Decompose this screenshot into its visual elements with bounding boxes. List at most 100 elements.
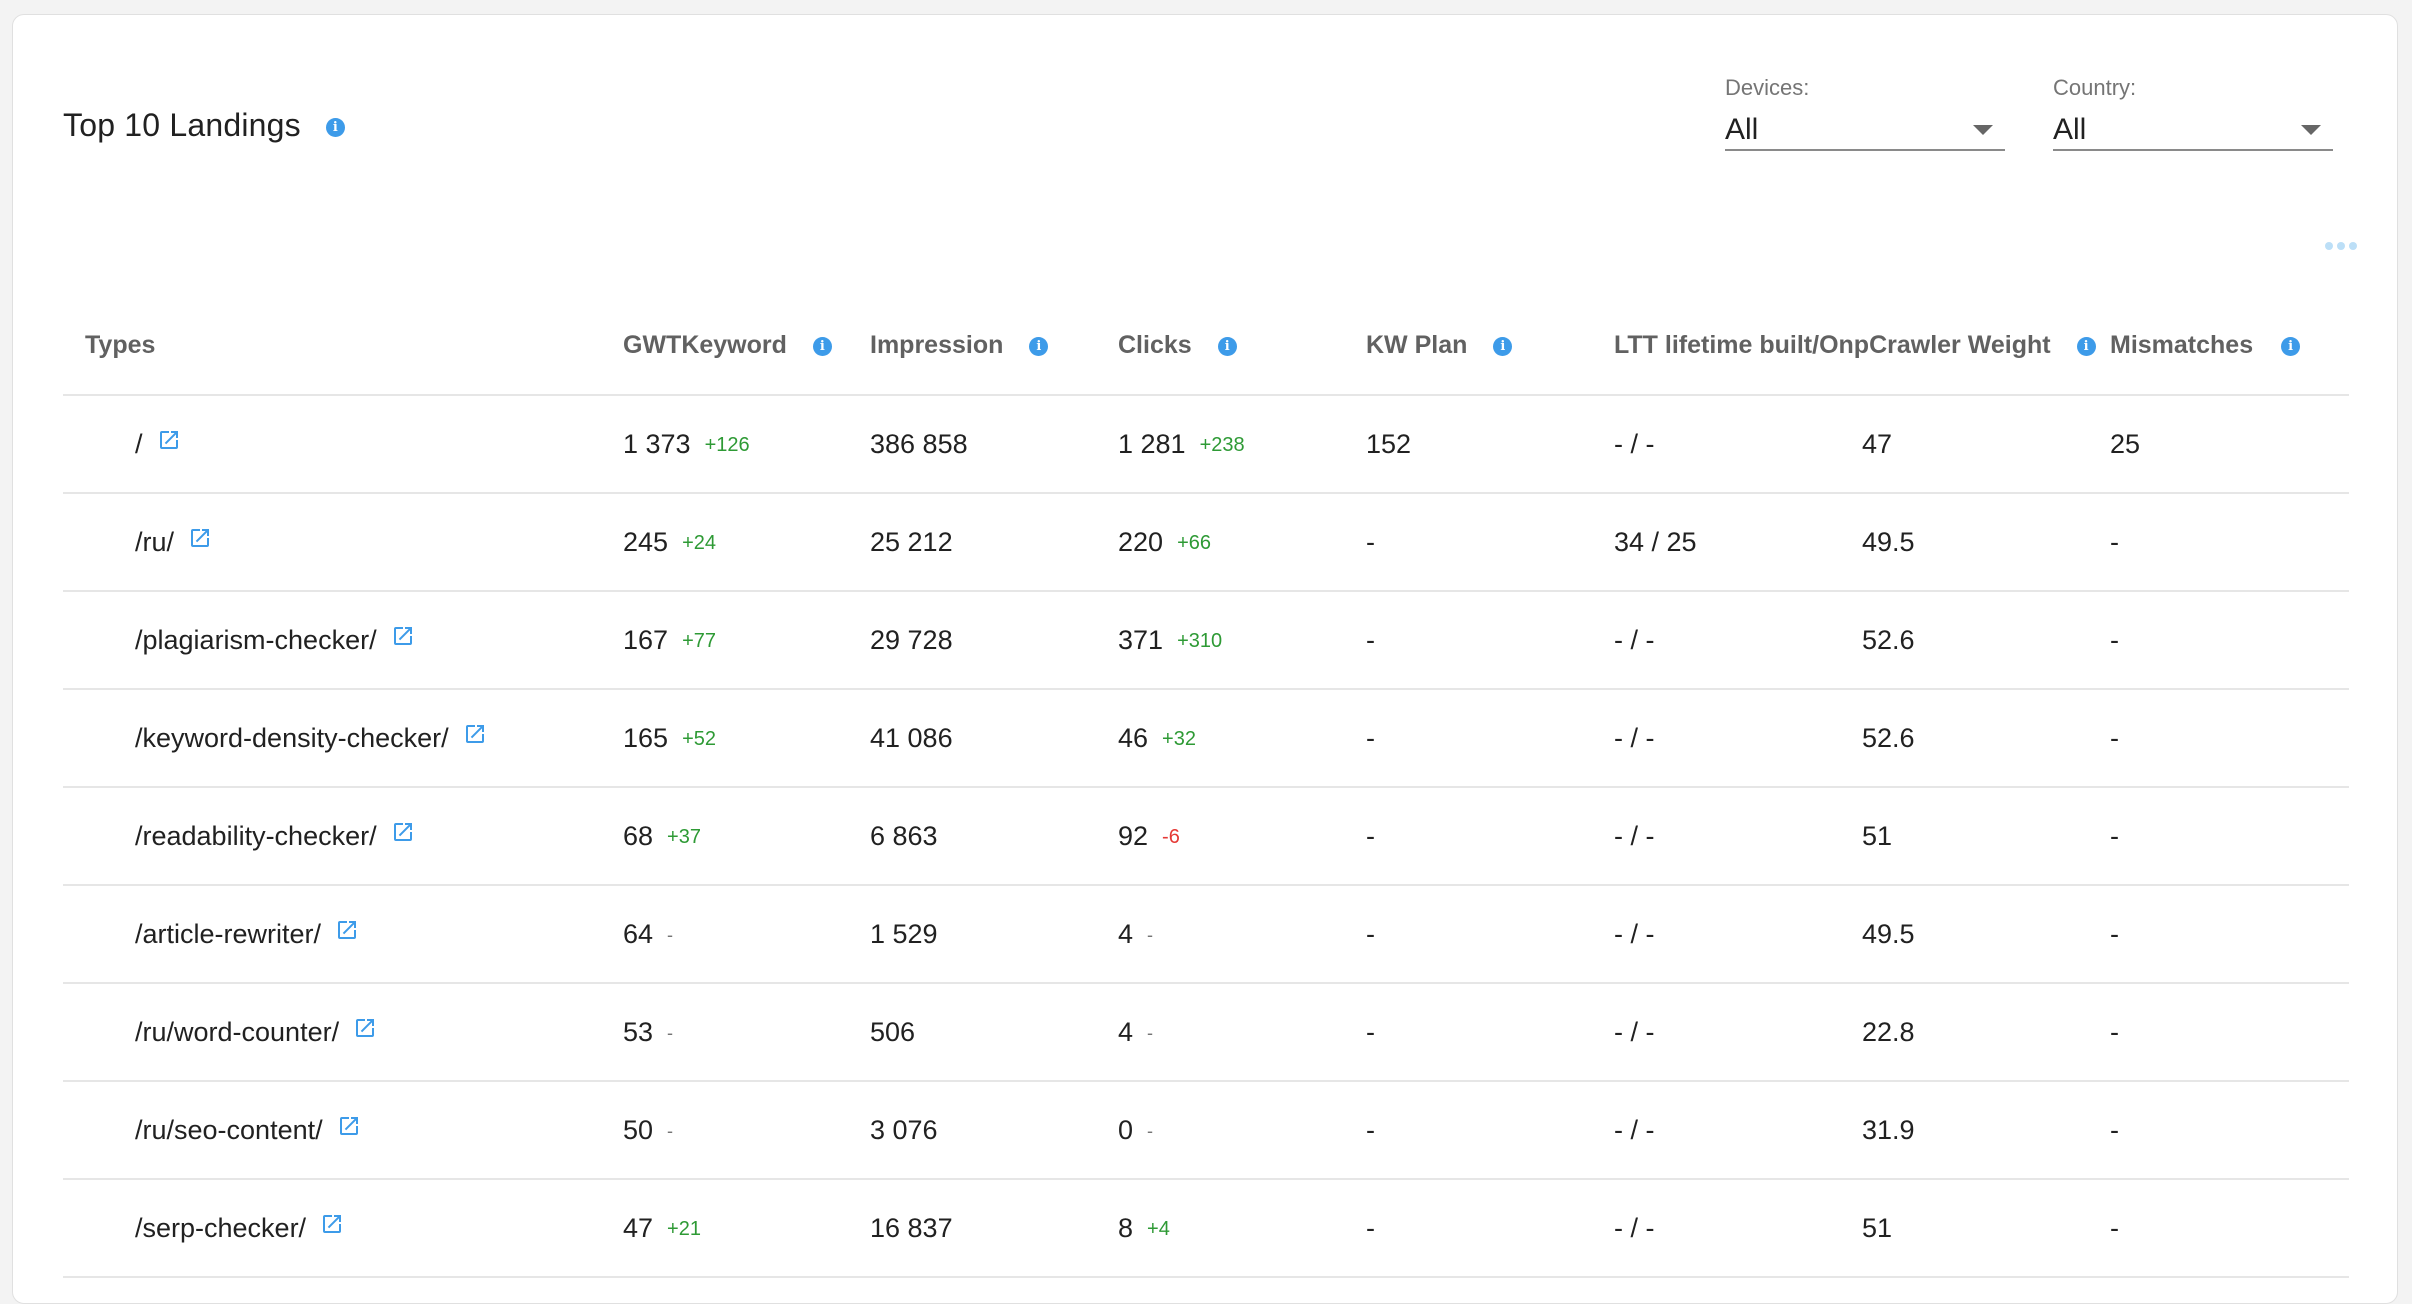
ltt-lifetime-value: - / - [1614, 722, 1655, 753]
clicks-value: 0 [1118, 1114, 1134, 1145]
ltt-lifetime-value: - / - [1614, 1212, 1655, 1243]
mismatches-value: - [2110, 820, 2119, 851]
info-icon[interactable]: i [1493, 337, 1513, 356]
info-icon[interactable]: i [812, 337, 832, 356]
onpcrawler-weight-cell: 47 [1862, 396, 1892, 492]
onpcrawler-weight-cell: 51 [1862, 788, 1892, 884]
kw-plan-value: 152 [1366, 428, 1412, 459]
column-header-types[interactable]: Types [85, 331, 156, 359]
devices-select[interactable]: All [1725, 103, 2005, 151]
external-link-icon[interactable] [188, 526, 212, 550]
external-link-icon[interactable] [320, 1212, 344, 1236]
onpcrawler-weight-cell: 51 [1862, 1180, 1892, 1276]
info-icon[interactable]: i [325, 118, 345, 137]
clicks-value: 4 [1118, 1016, 1134, 1047]
kw-plan-cell: - [1366, 886, 1375, 982]
mismatches-cell: 25 [2110, 396, 2140, 492]
gwt-keyword-value: 1 373 [623, 428, 691, 459]
impression-cell: 6 863 [870, 788, 938, 884]
onpcrawler-weight-value: 31.9 [1862, 1114, 1915, 1145]
landing-url-cell: /ru/word-counter/ [135, 984, 377, 1080]
clicks-value: 46 [1118, 722, 1149, 753]
ltt-lifetime-value: - / - [1614, 820, 1655, 851]
country-select[interactable]: All [2053, 103, 2333, 151]
kw-plan-value: - [1366, 820, 1375, 851]
info-icon[interactable]: i [2076, 337, 2096, 356]
external-link-icon[interactable] [335, 918, 359, 942]
table-row: /plagiarism-checker/167 +77 29 728 371 +310 -… [63, 592, 2349, 690]
devices-selected-value: All [1725, 113, 1759, 146]
table-row: /serp-checker/47 +21 16 837 8 +4 - - / - 51 - [63, 1180, 2349, 1278]
ltt-lifetime-cell: - / - [1614, 1180, 1655, 1276]
clicks-value: 92 [1118, 820, 1149, 851]
column-header-gwtkeyword[interactable]: GWTKeyword i [623, 305, 832, 394]
gwt-keyword-delta: - [667, 1022, 674, 1043]
column-header-clicks[interactable]: Clicks i [1118, 305, 1237, 394]
external-link-icon[interactable] [157, 428, 181, 452]
onpcrawler-weight-value: 47 [1862, 428, 1893, 459]
clicks-cell: 4- [1118, 886, 1153, 982]
external-link-icon[interactable] [337, 1114, 361, 1138]
landing-url: /article-rewriter/ [135, 918, 322, 949]
more-options-button[interactable] [2325, 242, 2357, 250]
widget-title: Top 10 Landings [63, 107, 301, 143]
clicks-delta: - [1147, 924, 1154, 945]
impression-cell: 386 858 [870, 396, 968, 492]
impression-value: 386 858 [870, 428, 968, 459]
column-header-ltt-onpcrawler[interactable]: LTT lifetime built/OnpCrawler Weight i [1614, 305, 2096, 394]
ltt-lifetime-cell: - / - [1614, 592, 1655, 688]
landing-url: /keyword-density-checker/ [135, 722, 449, 753]
kw-plan-cell: - [1366, 984, 1375, 1080]
clicks-delta: +66 [1177, 531, 1211, 554]
chevron-down-icon [1973, 125, 1993, 135]
landing-url: /ru/word-counter/ [135, 1016, 340, 1047]
info-icon[interactable]: i [1029, 337, 1049, 356]
impression-cell: 25 212 [870, 494, 953, 590]
clicks-value: 371 [1118, 624, 1164, 655]
clicks-delta: - [1147, 1120, 1154, 1141]
onpcrawler-weight-value: 51 [1862, 1212, 1893, 1243]
ltt-lifetime-cell: - / - [1614, 886, 1655, 982]
column-header-mismatches[interactable]: Mismatches i [2110, 305, 2301, 394]
devices-filter: Devices: All [1725, 75, 2005, 151]
kw-plan-cell: - [1366, 690, 1375, 786]
column-header-kw-plan[interactable]: KW Plan i [1366, 305, 1513, 394]
info-icon[interactable]: i [1217, 337, 1237, 356]
column-header-impression[interactable]: Impression i [870, 305, 1049, 394]
external-link-icon[interactable] [391, 820, 415, 844]
impression-cell: 29 728 [870, 592, 953, 688]
kw-plan-cell: - [1366, 788, 1375, 884]
table-row: /ru/245 +24 25 212 220 +66 - 34 / 25 49.5 - [63, 494, 2349, 592]
mismatches-value: - [2110, 918, 2119, 949]
onpcrawler-weight-cell: 49.5 [1862, 494, 1915, 590]
mismatches-value: - [2110, 722, 2119, 753]
info-icon[interactable]: i [2281, 337, 2301, 356]
clicks-delta: +238 [1199, 433, 1245, 456]
chevron-down-icon [2301, 125, 2321, 135]
gwt-keyword-cell: 64- [623, 886, 673, 982]
kw-plan-value: - [1366, 1212, 1375, 1243]
ltt-lifetime-cell: - / - [1614, 788, 1655, 884]
ltt-lifetime-cell: 34 / 25 [1614, 494, 1697, 590]
impression-value: 6 863 [870, 820, 938, 851]
external-link-icon[interactable] [463, 722, 487, 746]
onpcrawler-weight-cell: 52.6 [1862, 690, 1915, 786]
external-link-icon[interactable] [353, 1016, 377, 1040]
mismatches-value: - [2110, 1114, 2119, 1145]
more-horizontal-icon [2325, 242, 2333, 250]
external-link-icon[interactable] [391, 624, 415, 648]
mismatches-value: - [2110, 624, 2119, 655]
gwt-keyword-cell: 245 +24 [623, 494, 716, 590]
mismatches-cell: - [2110, 690, 2119, 786]
gwt-keyword-cell: 50- [623, 1082, 673, 1178]
clicks-delta: - [1147, 1022, 1154, 1043]
ltt-lifetime-cell: - / - [1614, 396, 1655, 492]
kw-plan-value: - [1366, 918, 1375, 949]
top-landings-card: Top 10 Landings i Devices: All Country: … [12, 14, 2398, 1304]
widget-header: Top 10 Landings i [63, 107, 345, 144]
landing-url-cell: /ru/seo-content/ [135, 1082, 361, 1178]
clicks-delta: +310 [1177, 629, 1223, 652]
gwt-keyword-delta: +77 [682, 629, 716, 652]
gwt-keyword-delta: - [667, 924, 674, 945]
clicks-delta: -6 [1162, 825, 1180, 848]
